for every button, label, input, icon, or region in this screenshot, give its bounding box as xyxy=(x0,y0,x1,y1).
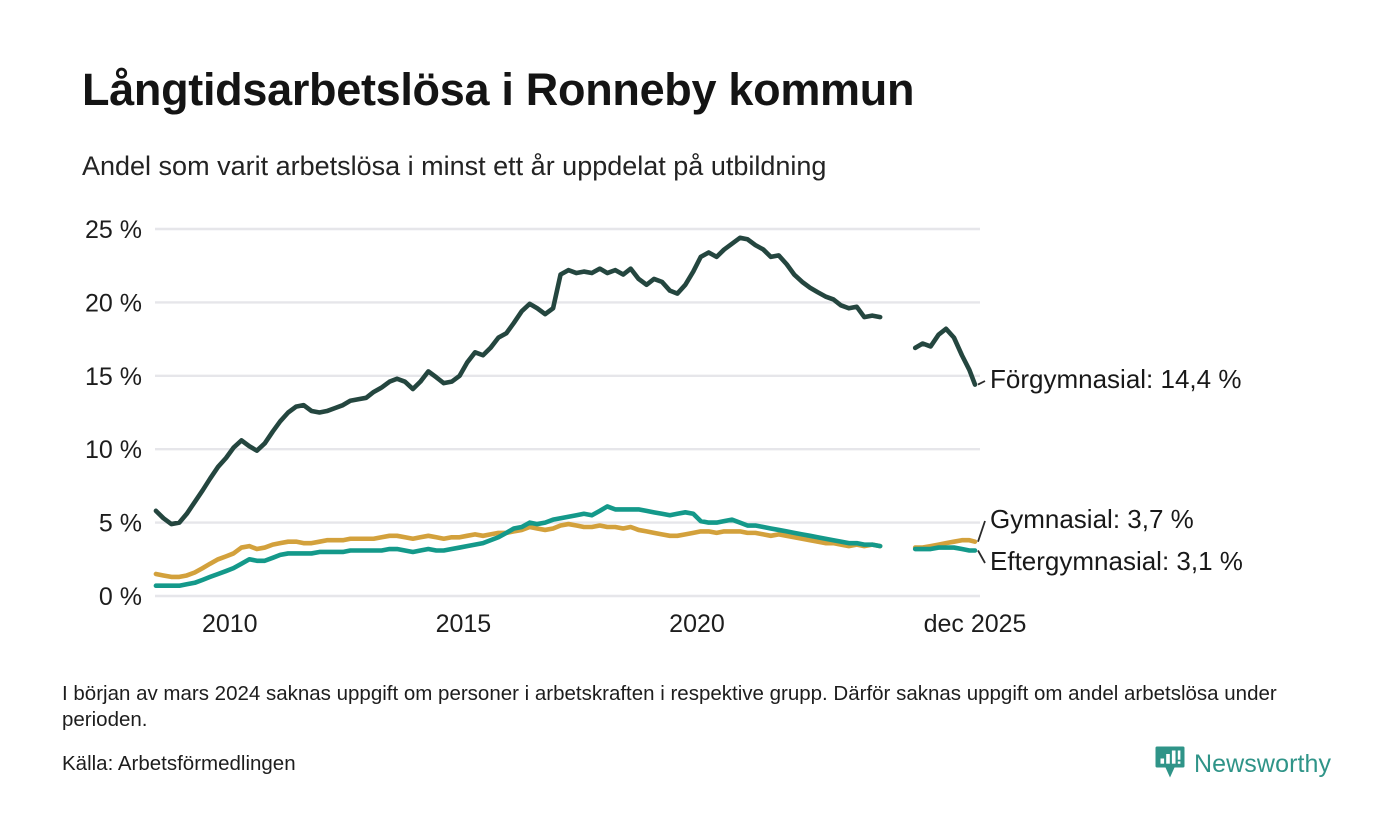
series-line xyxy=(153,521,978,580)
data-series xyxy=(153,235,978,589)
chart-source: Källa: Arbetsförmedlingen xyxy=(62,752,296,775)
series-label-förgymnasial: Förgymnasial: 14,4 % xyxy=(990,364,1241,394)
series-leader-line xyxy=(977,550,986,564)
newsworthy-logo: Newsworthy xyxy=(1155,745,1331,784)
y-axis-tick-label: 5 % xyxy=(99,510,142,538)
y-axis-tick-label: 15 % xyxy=(85,363,142,391)
page-subtitle: Andel som varit arbetslösa i minst ett å… xyxy=(82,151,827,181)
series-leader-lines xyxy=(977,380,986,564)
y-axis-tick-label: 10 % xyxy=(85,436,142,464)
page-title: Långtidsarbetslösa i Ronneby kommun xyxy=(82,64,915,115)
series-leader-line xyxy=(977,520,986,542)
series-leader-line xyxy=(977,380,986,386)
x-axis-tick-label: 2010 xyxy=(202,610,258,638)
y-axis-tick-label: 25 % xyxy=(85,216,142,244)
x-axis-ticks: 2010 2015 2020 dec 2025 xyxy=(202,610,1026,638)
gridlines xyxy=(155,227,980,598)
series-label-eftergymnasial: Eftergymnasial: 3,1 % xyxy=(990,546,1243,576)
chart-note: I början av mars 2024 saknas uppgift om … xyxy=(62,682,1277,731)
brand-name: Newsworthy xyxy=(1194,750,1332,778)
x-axis-tick-label: 2015 xyxy=(436,610,492,638)
series-labels: Förgymnasial: 14,4 % Gymnasial: 3,7 % Efte… xyxy=(990,364,1243,576)
series-label-gymnasial: Gymnasial: 3,7 % xyxy=(990,504,1194,534)
newsworthy-bar-chart-pin-icon xyxy=(1155,745,1185,784)
y-axis-ticks: 0 % 5 % 10 % 15 % 20 % 25 % xyxy=(85,216,142,611)
series-line xyxy=(153,235,978,527)
x-axis-tick-label: dec 2025 xyxy=(924,610,1027,638)
y-axis-tick-label: 0 % xyxy=(99,583,142,611)
x-axis-tick-label: 2020 xyxy=(669,610,725,638)
series-line xyxy=(153,504,978,589)
y-axis-tick-label: 20 % xyxy=(85,289,142,317)
